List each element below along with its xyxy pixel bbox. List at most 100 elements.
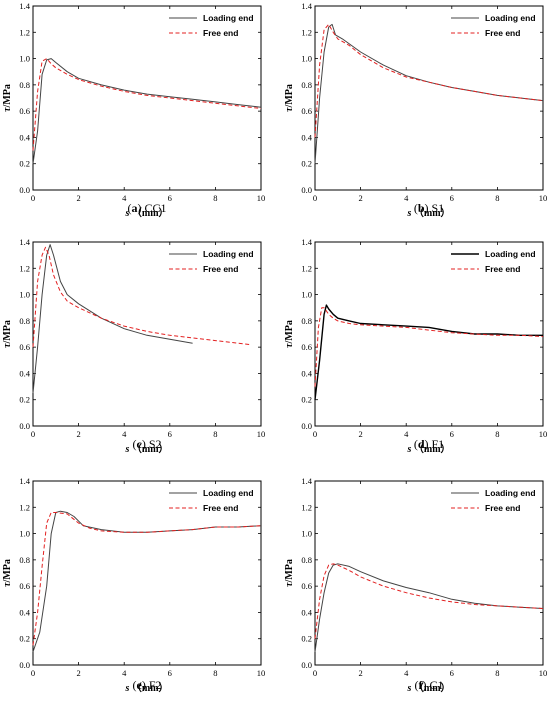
plot-frame: [32, 241, 262, 427]
y-tick-label: 0.6: [19, 581, 30, 591]
legend-label: Free end: [203, 503, 238, 513]
caption-name: ) F1: [425, 437, 445, 451]
x-tick-label: 8: [495, 668, 499, 678]
y-tick-label: 1.4: [301, 237, 312, 247]
y-tick-label: 1.2: [301, 263, 312, 273]
x-tick-label: 8: [213, 668, 217, 678]
x-tick-label: 6: [450, 668, 454, 678]
x-tick-label: 0: [313, 193, 317, 203]
legend-label: Loading end: [485, 13, 536, 23]
x-tick-label: 0: [31, 193, 35, 203]
y-tick-label: 0.4: [301, 368, 312, 378]
x-tick-label: 0: [313, 668, 317, 678]
x-tick-label: 8: [213, 429, 217, 439]
panel-caption: (b) S1: [414, 201, 444, 215]
y-axis-unit: /MPa: [284, 320, 295, 344]
x-axis-unit: （mm）: [414, 681, 451, 694]
y-tick-label: 1.4: [301, 1, 312, 11]
x-tick-label: 6: [450, 429, 454, 439]
x-tick-label: 2: [76, 193, 80, 203]
legend-label: Free end: [203, 264, 238, 274]
y-tick-label: 0.4: [19, 132, 30, 142]
y-tick-label: 0.4: [301, 607, 312, 617]
x-axis-symbol: s: [124, 444, 131, 455]
caption-open: (: [415, 678, 419, 692]
y-tick-label: 0.2: [19, 634, 30, 644]
legend-label: Loading end: [203, 13, 254, 23]
chart-panel-f: 0 2 4 6 8 10 0.0 0.2 0.4 0.6 0.8 1.0 1.2 1.4 τ/MPa s （m…: [284, 476, 547, 694]
y-axis-unit: /MPa: [2, 320, 13, 344]
y-tick-label: 0.0: [19, 185, 30, 195]
series-line-loading-end: [314, 304, 543, 400]
y-tick-label: 1.4: [19, 1, 30, 11]
x-tick-label: 4: [122, 668, 127, 678]
caption-tag: c: [137, 437, 143, 451]
y-axis-symbol: τ: [284, 582, 295, 587]
series-line-loading-end: [314, 563, 544, 652]
legend-label: Free end: [485, 503, 520, 513]
y-tick-label: 0.2: [301, 159, 312, 169]
y-tick-label: 1.4: [19, 237, 30, 247]
y-axis-label: τ/MPa: [2, 320, 13, 348]
x-axis-symbol: s: [124, 208, 131, 219]
y-tick-label: 0.0: [301, 421, 312, 431]
x-tick-label: 6: [168, 429, 172, 439]
x-axis-label: s （mm）: [124, 442, 168, 455]
x-axis-symbol: s: [406, 208, 413, 219]
y-tick-label: 0.8: [301, 316, 312, 326]
y-tick-label: 0.4: [19, 607, 30, 617]
caption-open: (: [414, 437, 418, 451]
x-axis-unit: （mm）: [414, 442, 451, 455]
x-tick-label: 2: [358, 668, 362, 678]
x-tick-label: 2: [76, 429, 80, 439]
x-axis-label: s （mm）: [124, 681, 168, 694]
y-tick-label: 1.0: [301, 290, 312, 300]
y-tick-label: 1.2: [301, 502, 312, 512]
series-line-loading-end: [32, 58, 262, 164]
x-tick-label: 10: [539, 668, 548, 678]
x-tick-label: 4: [122, 429, 127, 439]
y-tick-label: 0.2: [301, 634, 312, 644]
x-tick-label: 6: [168, 193, 172, 203]
y-axis-label: τ/MPa: [284, 320, 295, 348]
y-tick-label: 0.8: [19, 316, 30, 326]
x-tick-label: 4: [122, 193, 127, 203]
y-tick-label: 0.4: [19, 368, 30, 378]
y-axis-unit: /MPa: [2, 84, 13, 108]
legend-label: Free end: [485, 28, 520, 38]
panel-caption: (a) CC1: [127, 201, 166, 215]
y-tick-label: 1.0: [19, 529, 30, 539]
x-tick-label: 8: [495, 429, 499, 439]
x-axis-unit: （mm）: [414, 206, 451, 219]
caption-name: ) S1: [425, 201, 445, 215]
x-tick-label: 8: [495, 193, 499, 203]
x-axis-symbol: s: [406, 444, 413, 455]
y-tick-label: 0.6: [301, 342, 312, 352]
chart-panel-b: 0 2 4 6 8 10 0.0 0.2 0.4 0.6 0.8 1.0 1.2 1.4 τ/MPa s （m…: [284, 1, 547, 219]
caption-name: ) C1: [423, 678, 444, 692]
y-tick-label: 1.2: [301, 27, 312, 37]
x-tick-label: 10: [257, 193, 266, 203]
y-tick-label: 0.0: [301, 185, 312, 195]
plot-frame: [314, 5, 544, 191]
caption-open: (: [133, 437, 137, 451]
legend-label: Free end: [485, 264, 520, 274]
x-axis-symbol: s: [406, 683, 413, 694]
y-tick-label: 1.0: [19, 54, 30, 64]
y-axis-label: τ/MPa: [2, 559, 13, 587]
series-line-free-end: [32, 512, 262, 646]
x-tick-label: 6: [450, 193, 454, 203]
plot-frame: [32, 480, 262, 666]
y-axis-unit: /MPa: [2, 559, 13, 583]
x-tick-label: 2: [358, 429, 362, 439]
y-tick-label: 0.8: [301, 555, 312, 565]
series-line-free-end: [32, 246, 250, 348]
panel-caption: (e) F2: [133, 678, 162, 692]
plot-frame: [314, 480, 544, 666]
y-tick-label: 0.2: [301, 395, 312, 405]
caption-tag: b: [418, 201, 425, 215]
series-line-loading-end: [314, 23, 544, 164]
x-axis-label: s （mm）: [406, 442, 450, 455]
y-tick-label: 1.0: [301, 54, 312, 64]
